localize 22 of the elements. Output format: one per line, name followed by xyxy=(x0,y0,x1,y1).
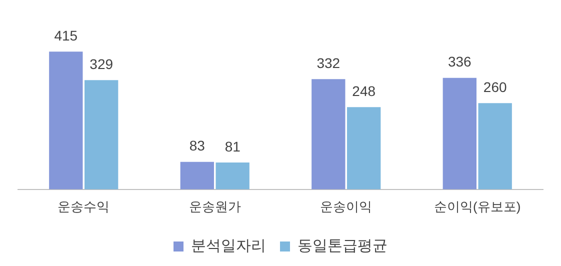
data-label: 415 xyxy=(54,27,78,44)
data-label: 81 xyxy=(224,138,241,154)
bar xyxy=(216,162,250,190)
data-label: 260 xyxy=(483,78,507,95)
bar xyxy=(84,80,118,190)
bar xyxy=(180,162,214,190)
data-label: 248 xyxy=(352,82,376,99)
x-tick-label: 순이익(유보포) xyxy=(434,198,521,214)
bar xyxy=(478,103,512,190)
legend-label: 동일톤급평균 xyxy=(298,238,388,255)
x-tick-label: 운송이익 xyxy=(320,198,372,214)
data-label: 332 xyxy=(316,55,340,72)
data-label: 329 xyxy=(90,56,114,72)
data-label: 336 xyxy=(448,54,472,70)
bar xyxy=(49,52,83,190)
bar xyxy=(312,79,346,190)
legend-label: 분석일자리 xyxy=(191,238,266,255)
x-tick-label: 운송원가 xyxy=(188,198,241,214)
bar xyxy=(347,107,381,190)
data-label: 83 xyxy=(189,138,206,154)
x-tick-label: 운송수익 xyxy=(58,198,110,214)
bar xyxy=(442,78,476,190)
